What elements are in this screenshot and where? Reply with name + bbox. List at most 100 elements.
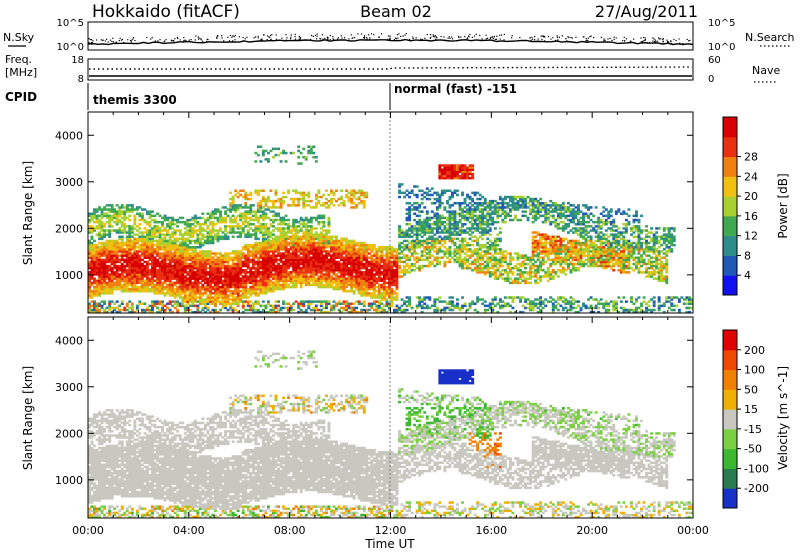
power-cell [128,235,132,238]
power-cell [317,237,321,241]
power-cell [249,193,253,197]
power-cell [161,302,165,305]
power-cell [360,246,364,249]
power-cell [388,256,391,259]
power-cell [244,269,248,272]
power-cell [173,306,177,310]
power-cell [284,239,288,243]
power-cell [186,223,190,226]
power-cell [307,151,311,155]
noise-dot [447,37,449,39]
power-cell [161,308,165,312]
power-cell [151,271,154,274]
power-cell [201,243,205,247]
power-cell [420,231,424,234]
power-cell [211,298,215,301]
power-cell [420,254,424,257]
noise-dot [102,39,104,42]
power-cell [198,216,202,220]
power-cell [241,227,245,230]
power-cell [219,275,223,278]
power-cell [244,294,248,297]
power-cell [140,233,144,236]
power-cell [153,292,157,295]
power-cell [365,252,369,255]
power-cell [388,294,391,297]
power-cell [284,283,288,287]
power-cell [352,260,356,264]
power-cell [304,275,308,278]
power-cell [382,279,386,282]
power-cell [261,227,265,230]
power-cell [309,199,313,203]
power-cell [282,199,286,203]
power-cell [420,189,424,192]
power-cell [146,306,149,310]
power-cell [143,281,147,285]
power-cell [299,266,303,270]
power-cell [151,262,154,266]
noise-dot [350,34,352,36]
power-cell [125,275,129,278]
power-cell [211,273,215,276]
power-cell [219,214,223,218]
power-cell [390,248,394,251]
noise-dot [387,38,389,40]
noise-dot [396,34,398,36]
power-cell [264,271,268,274]
power-cell [284,258,288,262]
power-cell [365,281,369,285]
power-cell [337,279,341,282]
power-cell [108,252,112,255]
power-cell [118,283,122,287]
power-cell [410,254,414,257]
power-cell [261,241,265,245]
power-cell [178,292,182,295]
power-cell [204,262,207,266]
power-cell [254,231,258,234]
power-cell [390,260,394,264]
power-cell [279,199,283,203]
power-cell [259,287,263,291]
power-cell [420,223,424,226]
power-cell [393,292,396,295]
power-cell [90,277,94,280]
power-cell [103,231,107,234]
power-cell [176,292,180,295]
power-cell [183,243,187,247]
power-cell [279,151,283,155]
power-cell [188,281,192,285]
power-cell [370,243,374,247]
power-cell [362,252,366,255]
power-cell [264,216,268,220]
noise-dot [322,38,324,40]
power-cell [272,290,275,293]
power-cell [259,290,263,293]
power-cell [115,214,119,218]
power-cell [322,223,326,226]
power-cell [249,216,253,220]
power-cell [156,243,160,247]
power-cell [282,227,286,230]
power-cell [307,246,311,249]
power-cell [244,204,248,207]
noise-dot [500,34,503,36]
power-cell [314,264,318,268]
power-cell [282,223,286,226]
power-cell [292,271,296,274]
power-cell [264,204,268,207]
power-cell [178,279,182,282]
power-cell [183,294,187,297]
power-cell [226,256,230,259]
power-cell [224,277,228,280]
power-cell [317,258,321,262]
power-cell [153,239,157,243]
power-cell [332,285,336,289]
power-cell [423,296,427,299]
power-cell [161,269,165,272]
power-cell [317,264,321,268]
power-cell [123,254,127,257]
power-cell [319,269,323,272]
power-cell [95,225,99,228]
power-cell [382,292,386,295]
